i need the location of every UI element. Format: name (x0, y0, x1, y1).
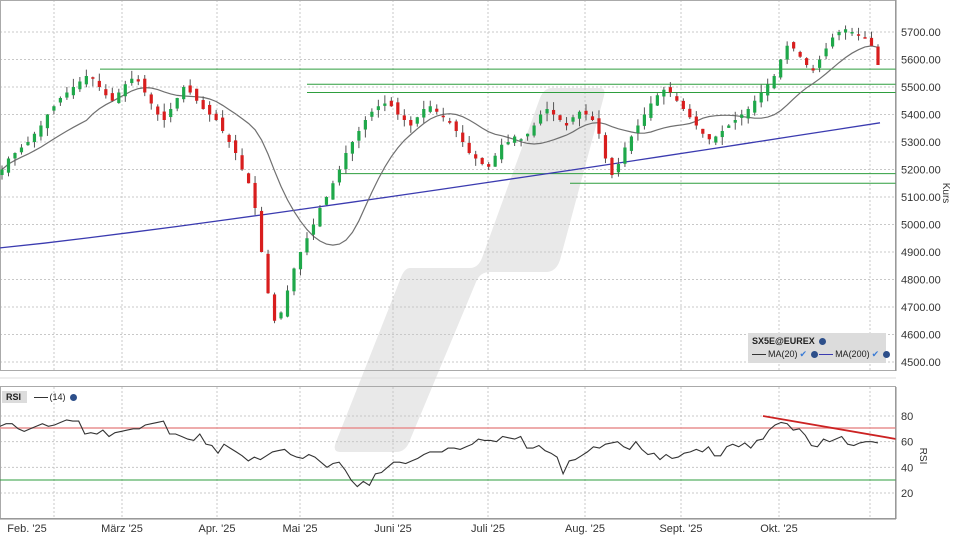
rsi-tick-label: 40 (901, 462, 913, 474)
rsi-panel-frame (0, 386, 896, 519)
globe-icon[interactable] (883, 351, 891, 359)
rsi-axis: 80 60 40 20 (895, 387, 913, 519)
price-tick-label: 4800.00 (901, 275, 941, 287)
time-tick-label: Juni '25 (374, 523, 412, 535)
price-tick-label: 5300.00 (901, 137, 941, 149)
legend-ma200-label: MA(200) (835, 349, 870, 359)
globe-icon[interactable] (819, 338, 827, 346)
rsi-tick-label: 20 (901, 488, 913, 500)
time-tick-label: März '25 (101, 523, 143, 535)
globe-icon[interactable] (811, 351, 819, 359)
chart-legend: SX5E@EUREX MA(20) ✔ MA(200) ✔ (748, 333, 891, 363)
price-tick-label: 5500.00 (901, 82, 941, 94)
rsi-grid (0, 387, 896, 519)
price-tick-label: 5000.00 (901, 220, 941, 232)
legend-ma20-label: MA(20) (768, 349, 798, 359)
time-tick-label: Okt. '25 (760, 523, 798, 535)
price-tick-label: 5700.00 (901, 27, 941, 39)
legend-series: MA(20) ✔ MA(200) ✔ (752, 349, 891, 360)
time-tick-label: Mai '25 (282, 523, 317, 535)
price-tick-label: 4600.00 (901, 330, 941, 342)
ma200-swatch-icon (819, 354, 834, 356)
price-tick-label: 5600.00 (901, 55, 941, 67)
legend-title: SX5E@EUREX (752, 336, 827, 346)
checkmark-icon[interactable]: ✔ (799, 349, 808, 359)
price-grid (0, 0, 896, 371)
rsi-line (0, 419, 879, 488)
price-axis-title: Kurs (940, 183, 951, 204)
time-axis: Feb. '25 März '25 Apr. '25 Mai '25 Juni '25 J… (0, 518, 896, 535)
checkmark-icon[interactable]: ✔ (871, 349, 880, 359)
rsi-legend: RSI (14) (2, 391, 78, 403)
rsi-axis-title: RSI (917, 448, 928, 465)
price-axis: 5700.00 5600.00 5500.00 5400.00 5300.00 5200.… (895, 0, 941, 371)
candlestick-series (0, 25, 880, 324)
time-tick-label: Juli '25 (471, 523, 505, 535)
price-tick-label: 4500.00 (901, 357, 941, 369)
time-tick-label: Apr. '25 (199, 523, 236, 535)
rsi-tick-label: 80 (901, 411, 913, 423)
globe-icon[interactable] (70, 394, 78, 402)
watermark-logo (334, 88, 605, 452)
price-tick-label: 5100.00 (901, 192, 941, 204)
ma20-line (1, 45, 879, 246)
time-tick-label: Aug. '25 (565, 523, 605, 535)
rsi-trendline (762, 415, 897, 440)
rsi-swatch-icon (33, 397, 48, 399)
price-tick-label: 5400.00 (901, 110, 941, 122)
price-tick-label: 4900.00 (901, 247, 941, 259)
price-tick-label: 5200.00 (901, 165, 941, 177)
time-tick-label: Feb. '25 (7, 523, 46, 535)
ma20-swatch-icon (752, 354, 766, 356)
time-tick-label: Sept. '25 (659, 523, 702, 535)
price-tick-label: 4700.00 (901, 302, 941, 314)
ma200-line (0, 122, 881, 249)
rsi-param: (14) (49, 392, 66, 402)
support-resistance-lines (100, 68, 896, 184)
rsi-label: RSI (2, 391, 28, 403)
rsi-tick-label: 60 (901, 437, 913, 449)
instrument-name: SX5E@EUREX (752, 336, 815, 346)
